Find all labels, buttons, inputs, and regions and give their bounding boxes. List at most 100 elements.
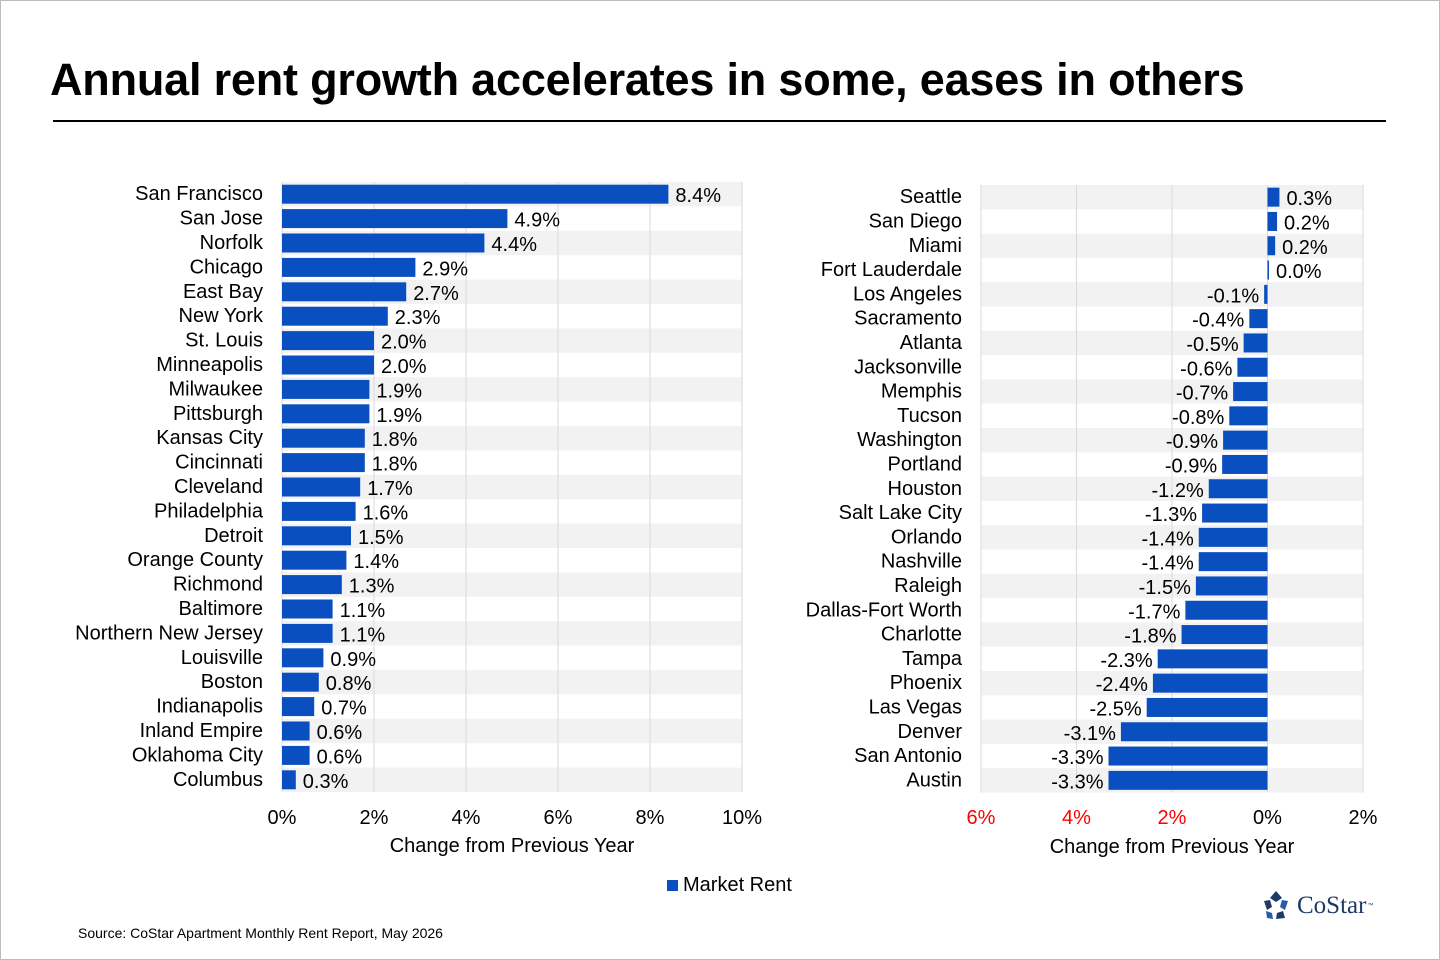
category-label: Minneapolis xyxy=(156,354,263,376)
costar-logo-text: CoStar xyxy=(1297,892,1367,919)
category-label: Milwaukee xyxy=(169,378,263,400)
category-label: Washington xyxy=(857,429,962,451)
tick-label: 8% xyxy=(636,807,665,829)
data-label: 2.0% xyxy=(381,356,427,378)
data-label: 0.3% xyxy=(1286,188,1332,210)
bar xyxy=(1267,211,1278,231)
bar xyxy=(1233,382,1268,402)
data-label: -0.7% xyxy=(1176,383,1228,405)
data-label: 2.0% xyxy=(381,332,427,354)
bar xyxy=(1146,697,1268,717)
data-label: -3.1% xyxy=(1064,723,1116,745)
costar-logo-icon xyxy=(1264,891,1288,919)
row-band xyxy=(282,670,742,695)
axis-label: Change from Previous Year xyxy=(390,835,635,857)
category-label: Memphis xyxy=(881,381,962,403)
data-label: 1.8% xyxy=(372,454,418,476)
bar xyxy=(282,648,324,668)
bar xyxy=(1108,746,1268,766)
category-label: Tampa xyxy=(902,648,963,670)
bar xyxy=(1198,552,1268,572)
title-divider xyxy=(53,120,1386,122)
data-label: 0.9% xyxy=(330,649,376,671)
data-label: -1.4% xyxy=(1141,528,1193,550)
category-label: Baltimore xyxy=(179,598,263,620)
data-label: -0.9% xyxy=(1165,455,1217,477)
row-band xyxy=(282,523,742,548)
data-label: -1.5% xyxy=(1139,577,1191,599)
data-label: 0.3% xyxy=(303,771,349,793)
bar xyxy=(282,575,342,595)
category-label: San Diego xyxy=(869,210,962,232)
category-label: Orlando xyxy=(891,526,962,548)
category-label: San Jose xyxy=(180,208,263,230)
right-bar-chart: Seattle 0.3% San Diego 0.2% Miami 0.2% Fort La… xyxy=(806,185,1378,858)
bar xyxy=(282,672,319,692)
bar xyxy=(282,477,361,497)
category-label: Fort Lauderdale xyxy=(821,259,962,281)
bar xyxy=(1157,649,1268,669)
category-label: Inland Empire xyxy=(140,720,263,742)
category-label: Raleigh xyxy=(894,575,962,597)
bar xyxy=(282,526,351,546)
category-label: San Francisco xyxy=(135,183,263,205)
data-label: 1.1% xyxy=(340,624,386,646)
bar xyxy=(1267,187,1280,207)
data-label: 0.2% xyxy=(1284,212,1330,234)
category-label: Detroit xyxy=(204,525,263,547)
data-label: 1.9% xyxy=(376,380,422,402)
data-label: 1.4% xyxy=(353,551,399,573)
tick-label: 2% xyxy=(1349,807,1378,829)
bar xyxy=(1108,770,1268,790)
category-label: Portland xyxy=(888,453,963,475)
data-label: -1.2% xyxy=(1152,480,1204,502)
category-label: Tucson xyxy=(897,405,962,427)
bar xyxy=(282,453,365,473)
data-label: 0.6% xyxy=(317,722,363,744)
data-label: 0.8% xyxy=(326,673,372,695)
category-label: Salt Lake City xyxy=(839,502,962,524)
left-bar-chart: San Francisco 8.4% San Jose 4.9% Norfolk 4.4%… xyxy=(75,182,762,857)
data-label: -0.9% xyxy=(1166,431,1218,453)
bar xyxy=(282,404,370,424)
category-label: Richmond xyxy=(173,574,263,596)
row-band xyxy=(282,767,742,792)
bar xyxy=(282,501,356,521)
bar xyxy=(282,257,416,277)
data-label: 8.4% xyxy=(675,185,721,207)
category-label: Cincinnati xyxy=(175,452,263,474)
costar-logo: CoStar ™ xyxy=(1259,889,1373,923)
bar xyxy=(1202,503,1268,523)
tick-label: 6% xyxy=(544,807,573,829)
legend-swatch xyxy=(667,880,678,891)
category-label: East Bay xyxy=(183,281,263,303)
row-band xyxy=(282,718,742,744)
bar xyxy=(1243,333,1268,353)
data-label: -3.3% xyxy=(1051,771,1103,793)
category-label: Charlotte xyxy=(881,624,962,646)
category-label: Austin xyxy=(906,769,962,791)
tick-label: 4% xyxy=(452,807,481,829)
bar xyxy=(1249,309,1268,329)
category-label: San Antonio xyxy=(854,745,962,767)
bar xyxy=(282,721,310,741)
bar xyxy=(282,331,374,351)
trademark-mark: ™ xyxy=(1367,903,1374,909)
data-label: 0.2% xyxy=(1282,237,1328,259)
bar xyxy=(1223,430,1268,450)
bar xyxy=(282,428,365,448)
tick-label: 0% xyxy=(1253,807,1282,829)
source-note: Source: CoStar Apartment Monthly Rent Re… xyxy=(78,925,443,941)
category-label: Sacramento xyxy=(854,308,962,330)
tick-label: 2% xyxy=(360,807,389,829)
data-label: 4.9% xyxy=(514,210,560,232)
bar xyxy=(282,599,333,619)
data-label: 2.9% xyxy=(422,258,468,280)
category-label: St. Louis xyxy=(185,330,263,352)
category-label: Oklahoma City xyxy=(132,744,263,766)
bar xyxy=(282,697,315,717)
tick-label: 4% xyxy=(1062,807,1091,829)
category-label: Dallas-Fort Worth xyxy=(806,599,962,621)
category-label: Chicago xyxy=(190,256,263,278)
bar xyxy=(282,623,333,643)
